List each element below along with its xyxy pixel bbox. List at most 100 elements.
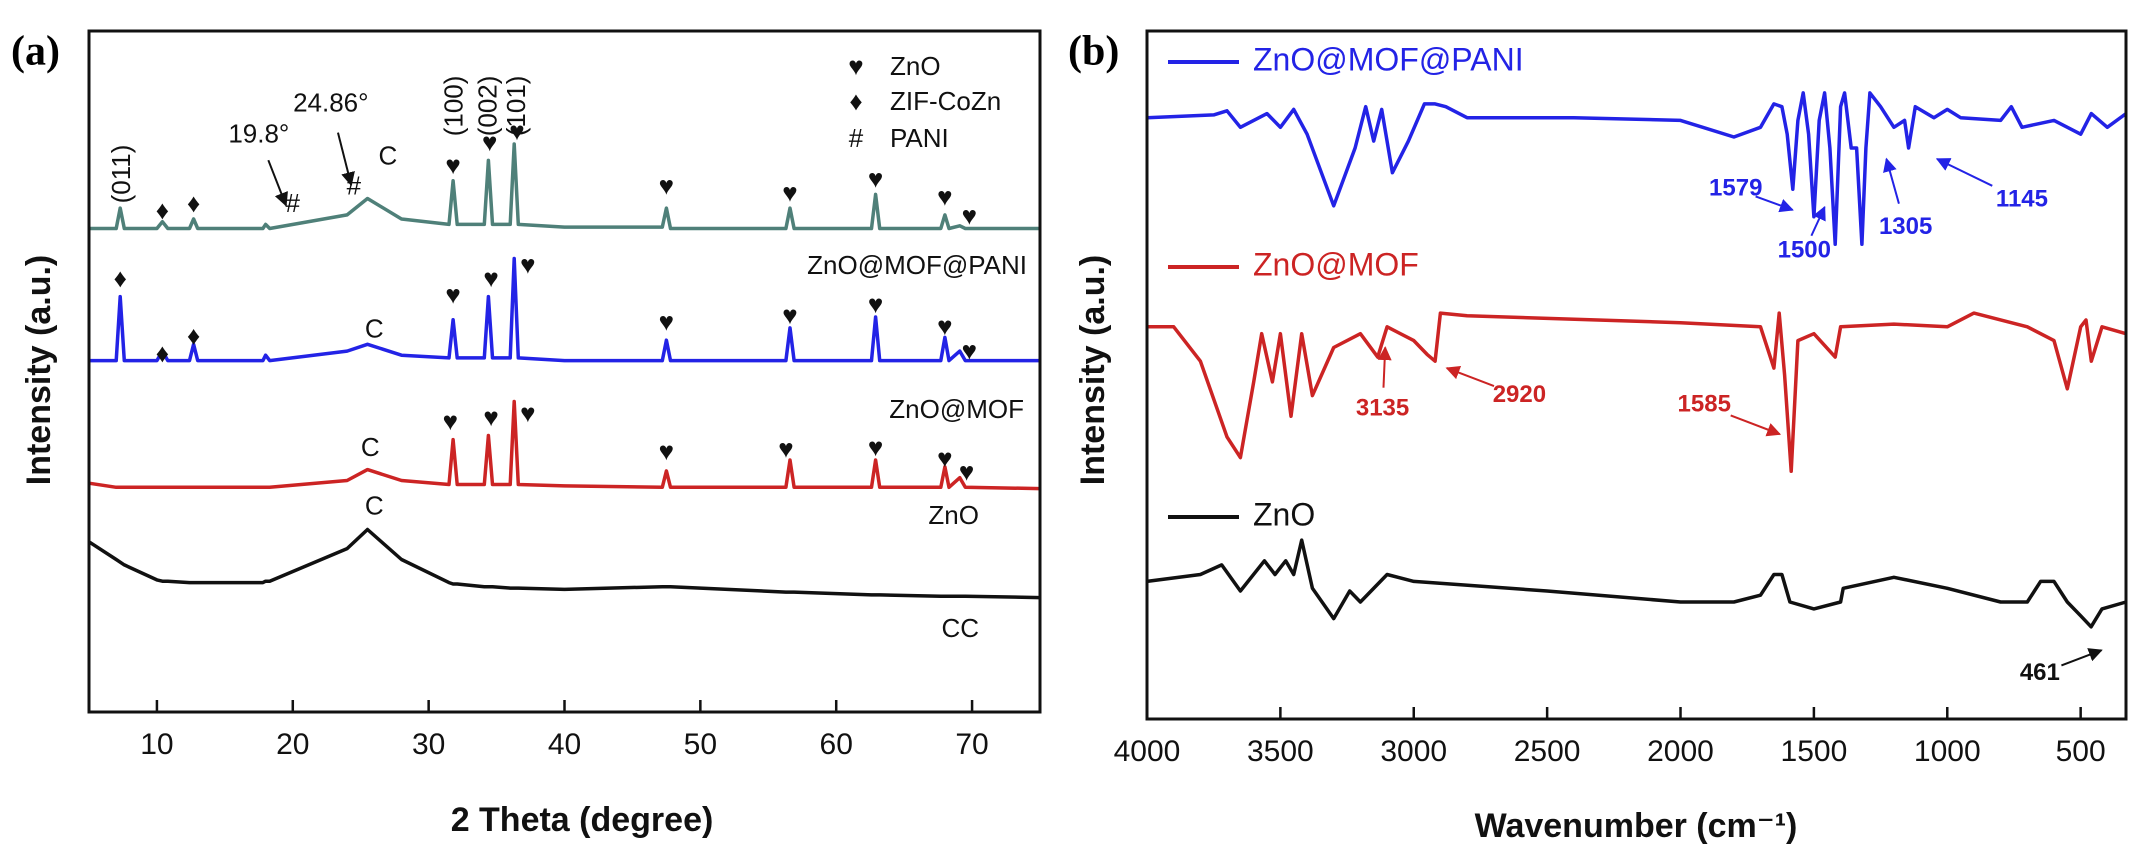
panel-label: (b)	[1068, 29, 1119, 75]
legend-label: ZnO	[890, 51, 941, 81]
plot-frame	[87, 29, 1042, 714]
annotation: 1145	[1996, 186, 2048, 213]
spectrum-line	[89, 142, 1040, 231]
peak-marker: ♦	[187, 188, 200, 218]
peak-marker: C	[365, 491, 384, 521]
legend-symbol: ♦	[849, 86, 862, 116]
peak-marker: ♥	[659, 307, 674, 337]
spectrum-line	[1147, 311, 2127, 474]
peak-marker: ♦	[156, 338, 169, 368]
annotation-arrow	[1935, 158, 1993, 187]
peak-marker: ♥	[868, 289, 883, 319]
x-tick-label: 50	[684, 728, 717, 761]
x-tick-label: 2500	[1514, 735, 1581, 768]
peak-marker: ♥	[659, 171, 674, 201]
peak-marker: ♦	[187, 320, 200, 350]
x-tick-label: 1500	[1781, 735, 1848, 768]
peak-marker: ♥	[778, 433, 793, 463]
spectrum-line	[1146, 91, 2128, 247]
peak-marker: ♥	[483, 402, 498, 432]
curve-label: ZnO	[928, 500, 979, 530]
spectrum-line	[88, 399, 1041, 491]
peak-marker: ♥	[520, 398, 535, 428]
curve-label: ZnO@MOF	[889, 394, 1024, 424]
annotation: 24.86°	[293, 87, 368, 117]
annotation-arrow	[1730, 414, 1782, 437]
x-tick-label: 3000	[1380, 735, 1447, 768]
annotation: 1500	[1778, 237, 1831, 264]
peak-label: (002)	[473, 76, 503, 137]
peak-marker: ♥	[937, 443, 952, 473]
peak-marker: ♥	[868, 164, 883, 194]
panel-label: (a)	[11, 29, 60, 75]
peak-marker: ♥	[509, 116, 524, 146]
x-tick-label: 70	[955, 728, 988, 761]
x-tick-label: 500	[2056, 735, 2106, 768]
annotation: 3135	[1356, 395, 1409, 422]
peak-marker: ♥	[959, 457, 974, 487]
x-tick-label: 40	[548, 728, 581, 761]
y-axis-label: Intensity (a.u.)	[1074, 255, 1112, 485]
peak-marker: ♥	[937, 311, 952, 341]
annotation: 1585	[1678, 391, 1731, 418]
peak-marker: ♥	[520, 250, 535, 280]
annotation-arrow	[1755, 195, 1794, 213]
peak-marker: ♥	[443, 406, 458, 436]
curve-label: ZnO@MOF@PANI	[807, 250, 1027, 280]
peak-marker: ♥	[659, 436, 674, 466]
spectrum-line	[89, 256, 1040, 363]
peak-marker: ♥	[483, 263, 498, 293]
x-tick-label: 60	[820, 728, 853, 761]
peak-marker: ♦	[156, 195, 169, 225]
legend-label: ZnO@MOF@PANI	[1253, 41, 1524, 77]
annotation-arrow	[267, 159, 288, 207]
peak-marker: C	[365, 314, 384, 344]
x-tick-label: 10	[140, 728, 173, 761]
peak-marker: ♥	[482, 127, 497, 157]
y-axis-label: Intensity (a.u.)	[20, 255, 58, 485]
legend-symbol: ♥	[848, 51, 863, 81]
peak-marker: ♥	[962, 200, 977, 230]
spectrum-line	[88, 527, 1041, 600]
legend-label: PANI	[890, 123, 949, 153]
peak-label: (011)	[106, 145, 136, 204]
peak-label: (101)	[501, 76, 531, 137]
legend-label: ZnO@MOF	[1253, 246, 1419, 282]
x-tick-label: 3500	[1247, 735, 1314, 768]
peak-marker: ♥	[782, 177, 797, 207]
x-tick-label: 4000	[1114, 735, 1181, 768]
annotation-arrow	[336, 132, 355, 187]
annotation: 461	[2020, 659, 2060, 686]
legend-symbol: #	[849, 123, 864, 153]
x-axis-label: Wavenumber (cm⁻¹)	[1475, 807, 1798, 845]
peak-marker: ♥	[445, 150, 460, 180]
annotation-arrow	[1445, 366, 1495, 387]
x-tick-label: 20	[276, 728, 309, 761]
annotation: 19.8°	[228, 119, 289, 149]
x-axis-label: 2 Theta (degree)	[451, 801, 714, 839]
peak-marker: ♥	[782, 300, 797, 330]
x-tick-label: 2000	[1647, 735, 1714, 768]
peak-marker: C	[378, 141, 397, 171]
plot-frame	[1145, 29, 2128, 721]
peak-marker: ♥	[937, 181, 952, 211]
peak-marker: ♦	[114, 263, 127, 293]
legend-label: ZIF-CoZn	[890, 86, 1001, 116]
peak-marker: ♥	[868, 432, 883, 462]
peak-marker: C	[361, 432, 380, 462]
annotation-arrow	[1377, 346, 1392, 388]
spectrum-line	[1146, 538, 2127, 629]
peak-marker: #	[286, 188, 301, 218]
annotation: 1305	[1879, 213, 1932, 240]
annotation-arrow	[1810, 205, 1826, 237]
x-tick-label: 1000	[1914, 735, 1981, 768]
annotation: 1579	[1709, 175, 1762, 202]
peak-marker: ♥	[962, 335, 977, 365]
peak-marker: ♥	[445, 279, 460, 309]
annotation-arrow	[1883, 157, 1900, 204]
peak-label: (100)	[439, 76, 469, 137]
legend-label: ZnO	[1253, 496, 1315, 532]
annotation-arrow	[2061, 648, 2103, 667]
